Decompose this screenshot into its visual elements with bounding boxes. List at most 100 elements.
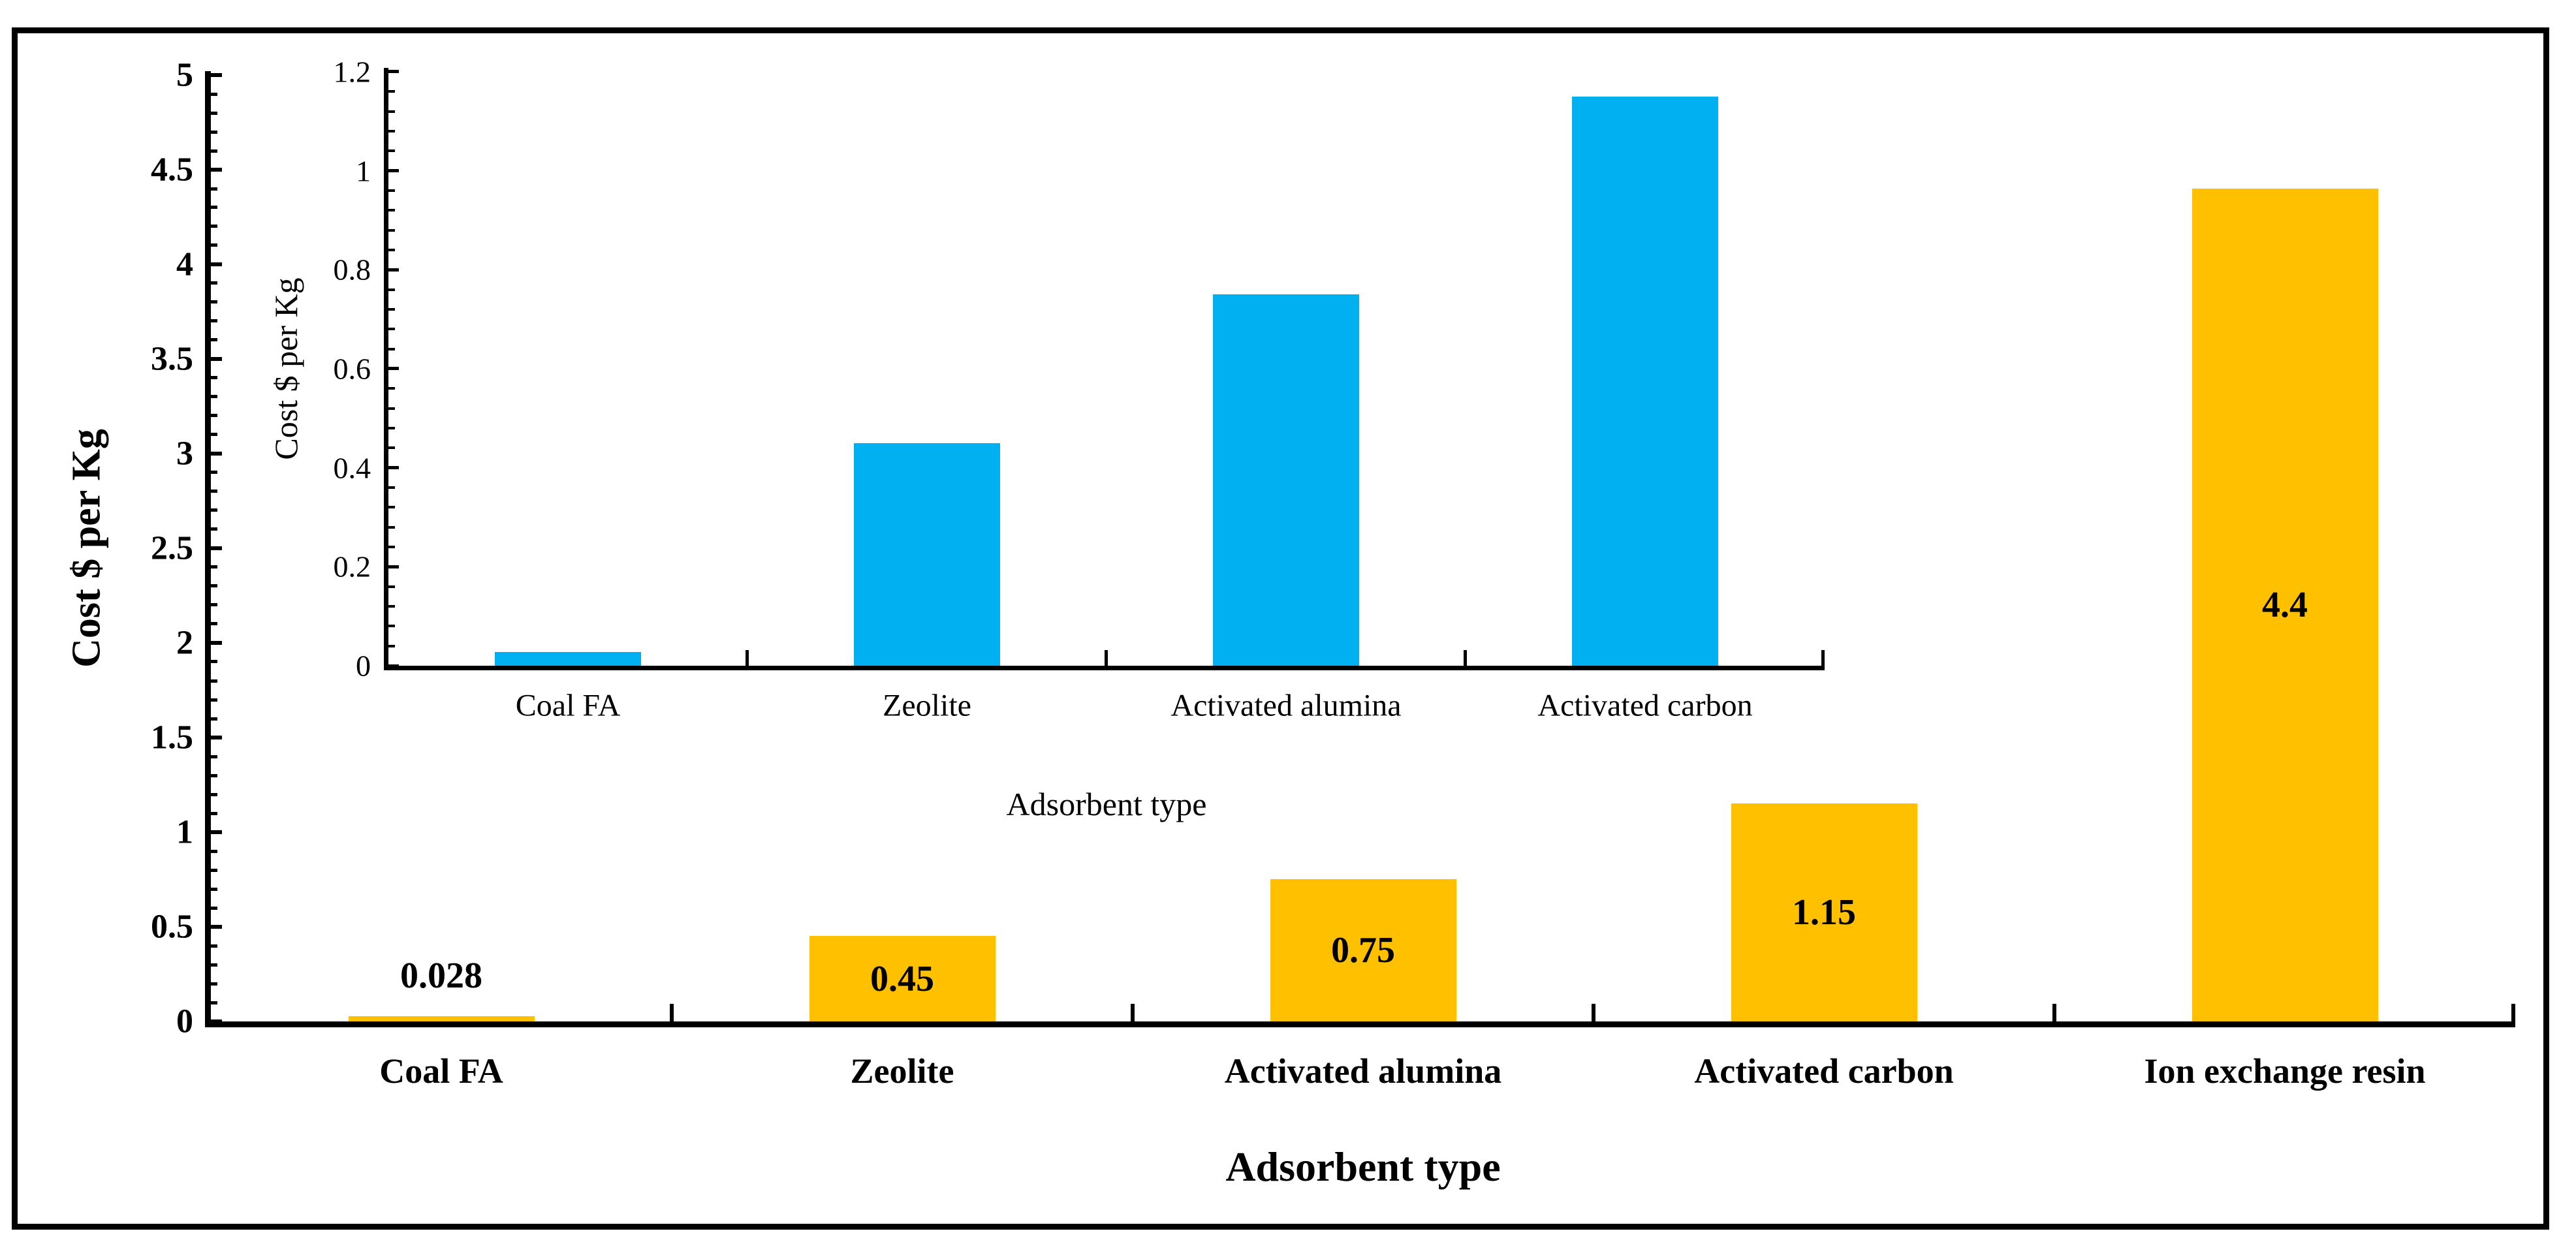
y-tick-minor [211, 149, 217, 153]
y-tick-label: 0.6 [333, 352, 371, 386]
y-tick-major [211, 168, 222, 172]
y-tick-label: 0.8 [333, 253, 371, 287]
y-tick-label: 3.5 [151, 340, 193, 378]
y-tick-minor [211, 698, 217, 702]
y-tick-minor [388, 446, 395, 449]
x-category-label-activated-alumina: Activated alumina [1170, 688, 1402, 723]
x-tick [1464, 650, 1467, 666]
x-category-label-activated-carbon: Activated carbon [1537, 688, 1753, 723]
y-tick-label: 0.5 [151, 908, 193, 946]
bar-value-label: 0.028 [400, 956, 482, 996]
y-tick-minor [211, 281, 217, 285]
y-tick-minor [388, 189, 395, 192]
y-tick-minor [211, 243, 217, 247]
y-tick-minor [211, 907, 217, 910]
bar-value-label: 0.75 [1331, 930, 1395, 971]
y-tick-minor [388, 546, 395, 548]
x-tick [1592, 1004, 1595, 1021]
y-tick-minor [388, 585, 395, 588]
y-axis-line [384, 68, 388, 670]
y-tick-major [211, 641, 222, 645]
y-tick-minor [211, 755, 217, 758]
y-tick-minor [211, 112, 217, 115]
bar-zeolite [809, 936, 996, 1021]
y-tick-label: 4 [176, 245, 193, 283]
y-tick-minor [211, 679, 217, 683]
y-tick-minor [388, 645, 395, 647]
y-tick-label: 0 [356, 649, 371, 683]
y-tick-minor [211, 471, 217, 474]
x-category-label-coal-fa: Coal FA [515, 688, 621, 723]
y-tick-major [388, 268, 399, 272]
x-category-label-activated-carbon: Activated carbon [1694, 1051, 1954, 1091]
y-tick-minor [388, 249, 395, 251]
y-tick-label: 5 [176, 56, 193, 94]
y-tick-minor [211, 93, 217, 96]
bar-value-label: 4.4 [2262, 585, 2308, 625]
y-tick-minor [388, 110, 395, 113]
x-tick [1131, 1004, 1135, 1021]
y-tick-major [388, 70, 399, 73]
y-tick-label: 1 [176, 813, 193, 851]
y-tick-minor [388, 506, 395, 508]
y-tick-minor [211, 206, 217, 209]
y-tick-label: 1.2 [333, 55, 371, 89]
x-category-label-zeolite: Zeolite [883, 688, 971, 723]
y-tick-minor [388, 348, 395, 350]
y-tick-label: 0 [176, 1003, 193, 1040]
y-tick-label: 3 [176, 435, 193, 473]
y-tick-minor [388, 605, 395, 608]
y-tick-minor [211, 395, 217, 398]
y-tick-minor [211, 508, 217, 512]
y-tick-minor [388, 149, 395, 152]
y-tick-minor [211, 888, 217, 891]
bar-value-label: 1.15 [1792, 892, 1856, 933]
bar-activated-carbon [1572, 97, 1718, 666]
y-tick-label: 4.5 [151, 151, 193, 189]
y-tick-minor [211, 1001, 217, 1004]
bar-activated-alumina [1213, 294, 1359, 666]
y-tick-major [211, 1019, 222, 1023]
y-tick-minor [388, 209, 395, 211]
y-tick-major [211, 357, 222, 361]
y-tick-label: 1.5 [151, 719, 193, 756]
x-category-label-zeolite: Zeolite [850, 1051, 954, 1091]
y-tick-minor [211, 319, 217, 322]
x-axis-line [205, 1021, 2515, 1027]
y-tick-minor [211, 982, 217, 986]
x-axis-title: Adsorbent type [1225, 1143, 1501, 1190]
y-tick-minor [388, 90, 395, 93]
x-axis-end-tick [1821, 650, 1825, 666]
y-tick-minor [211, 187, 217, 191]
y-tick-major [388, 367, 399, 370]
y-tick-minor [211, 850, 217, 853]
y-tick-label: 0.2 [333, 550, 371, 583]
y-tick-minor [211, 584, 217, 587]
x-axis-line [384, 666, 1825, 670]
x-tick [746, 650, 749, 666]
y-tick-minor [388, 328, 395, 330]
x-category-label-coal-fa: Coal FA [379, 1051, 503, 1091]
y-tick-minor [211, 376, 217, 379]
y-tick-minor [388, 288, 395, 291]
y-tick-minor [211, 338, 217, 341]
y-tick-major [211, 546, 222, 550]
y-tick-major [388, 664, 399, 668]
y-axis-line [205, 71, 211, 1027]
y-tick-minor [211, 944, 217, 948]
y-tick-minor [388, 387, 395, 390]
y-tick-minor [211, 793, 217, 796]
bar-coal-fa [349, 1016, 535, 1021]
y-tick-major [388, 466, 399, 469]
y-tick-minor [388, 526, 395, 529]
x-category-label-activated-alumina: Activated alumina [1224, 1051, 1502, 1091]
y-tick-minor [211, 717, 217, 721]
y-tick-minor [211, 131, 217, 134]
y-tick-minor [211, 414, 217, 417]
y-tick-minor [388, 625, 395, 627]
y-tick-label: 1 [356, 154, 371, 188]
y-tick-minor [388, 486, 395, 489]
y-tick-major [388, 565, 399, 568]
